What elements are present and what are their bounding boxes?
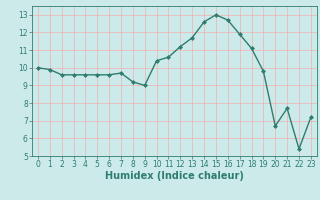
X-axis label: Humidex (Indice chaleur): Humidex (Indice chaleur)	[105, 171, 244, 181]
